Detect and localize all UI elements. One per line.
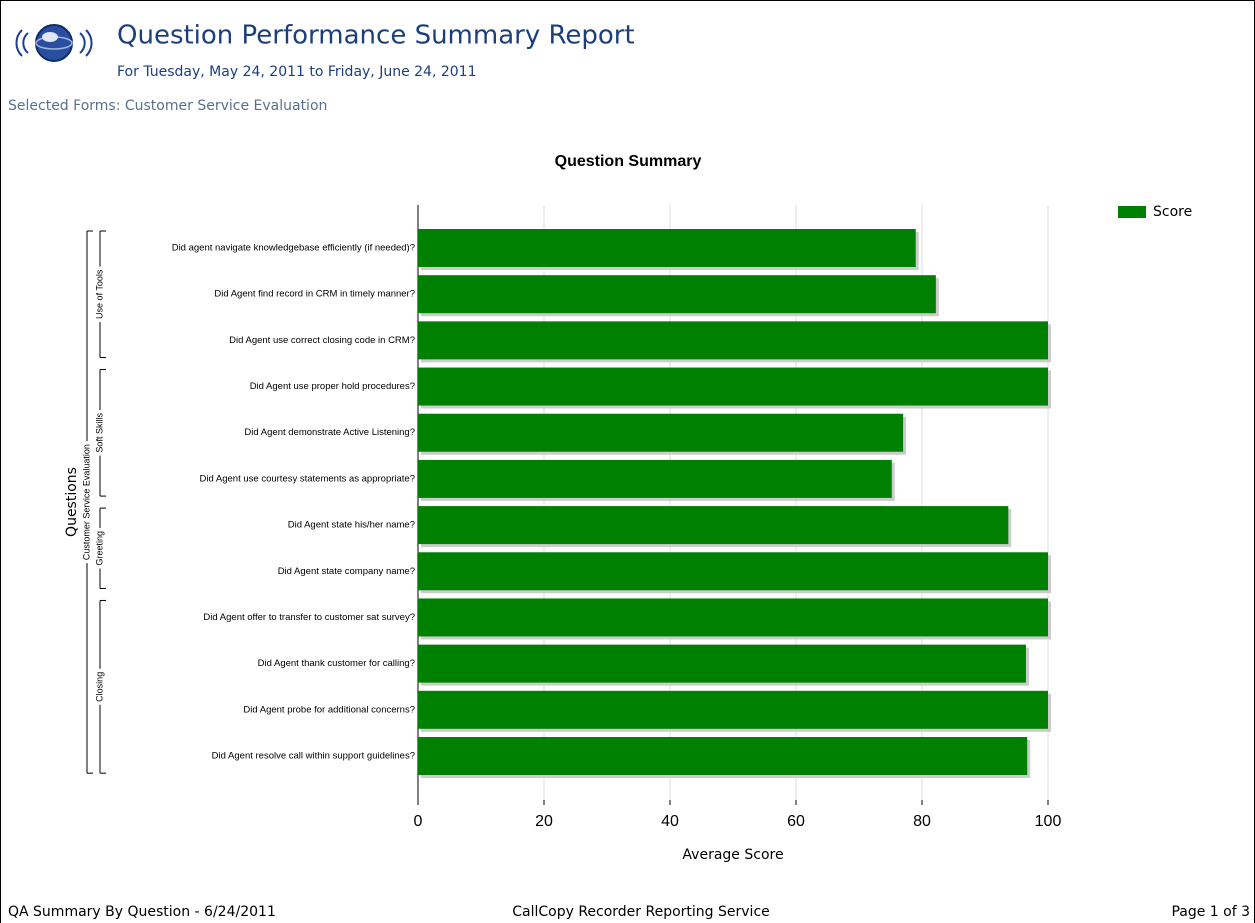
y-tick-label: Did Agent state his/her name? xyxy=(288,520,415,531)
x-tick-label: 100 xyxy=(1035,813,1062,830)
legend-swatch xyxy=(1118,206,1146,218)
bar xyxy=(418,275,936,314)
y-tick-label: Did Agent thank customer for calling? xyxy=(258,658,415,669)
subgroup-gap xyxy=(95,668,105,705)
subgroup-gap xyxy=(95,410,105,456)
selected-forms: Selected Forms: Customer Service Evaluat… xyxy=(8,98,327,114)
y-tick-label: Did Agent probe for additional concerns? xyxy=(243,704,415,715)
y-tick-label: Did Agent use courtesy statements as app… xyxy=(200,473,415,484)
x-axis-label: Average Score xyxy=(682,847,783,863)
bar xyxy=(418,598,1048,637)
bar xyxy=(418,644,1026,683)
y-tick-label: Did Agent find record in CRM in timely m… xyxy=(214,289,415,300)
bar xyxy=(418,737,1028,775)
report-subtitle: For Tuesday, May 24, 2011 to Friday, Jun… xyxy=(117,64,477,80)
footer-left: QA Summary By Question - 6/24/2011 xyxy=(8,904,276,920)
legend-label: Score xyxy=(1153,204,1192,220)
bar xyxy=(418,506,1009,545)
x-tick-label: 0 xyxy=(414,813,423,830)
y-tick-label: Did Agent resolve call within support gu… xyxy=(212,751,415,762)
bar xyxy=(418,229,916,267)
y-tick-label: Did Agent use correct closing code in CR… xyxy=(229,335,415,346)
footer-right: Page 1 of 3 xyxy=(1171,904,1250,920)
x-tick-label: 20 xyxy=(535,813,553,830)
y-tick-label: Did Agent state company name? xyxy=(278,566,415,577)
y-tick-label: Did Agent use proper hold procedures? xyxy=(250,381,415,392)
bar xyxy=(418,690,1048,729)
bar xyxy=(418,321,1048,360)
subgroup-label: Closing xyxy=(94,672,104,702)
y-tick-label: Did Agent offer to transfer to customer … xyxy=(203,612,415,623)
footer-center: CallCopy Recorder Reporting Service xyxy=(512,904,770,920)
x-tick-label: 80 xyxy=(913,813,931,830)
subgroup-label: Greeting xyxy=(94,531,104,566)
y-tick-label: Did Agent demonstrate Active Listening? xyxy=(244,427,415,438)
bar xyxy=(418,459,892,498)
group-gap xyxy=(82,441,92,564)
x-tick-label: 40 xyxy=(661,813,679,830)
subgroup-label: Use of Tools xyxy=(94,269,104,319)
subgroup-label: Soft Skills xyxy=(94,413,104,453)
chart-title: Question Summary xyxy=(555,153,702,170)
y-axis-label: Questions xyxy=(64,467,80,537)
report-title: Question Performance Summary Report xyxy=(117,21,635,51)
bar xyxy=(418,367,1048,406)
subgroup-gap xyxy=(95,528,105,569)
bar xyxy=(418,552,1048,591)
x-tick-label: 60 xyxy=(787,813,805,830)
subgroup-gap xyxy=(95,266,105,322)
logo xyxy=(15,24,93,62)
bar xyxy=(418,413,904,452)
group-label: Customer Service Evaluation xyxy=(81,444,91,560)
y-tick-label: Did agent navigate knowledgebase efficie… xyxy=(172,243,415,254)
